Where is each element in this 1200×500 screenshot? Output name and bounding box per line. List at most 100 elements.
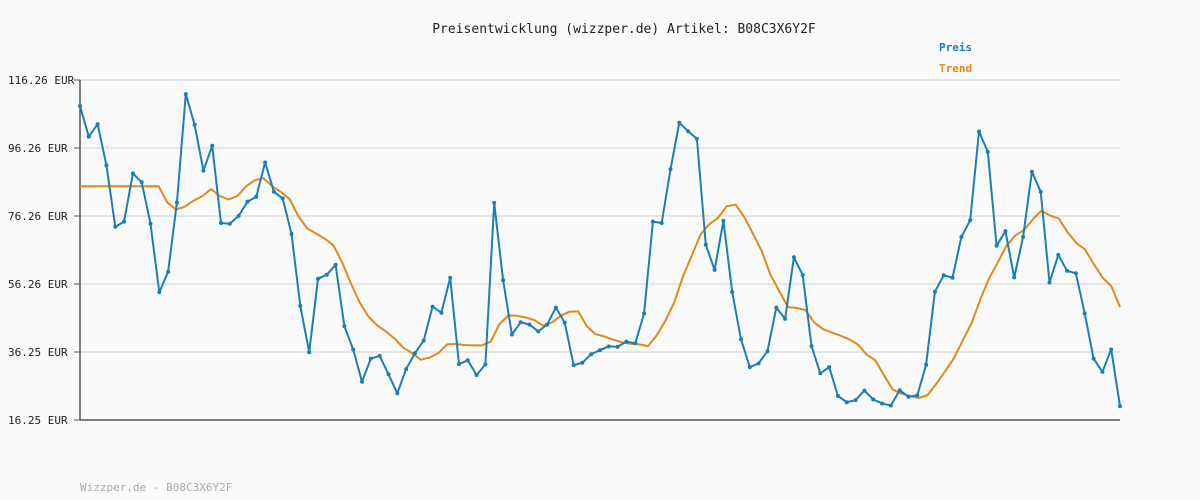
preis-point: [1012, 275, 1017, 280]
preis-point: [316, 276, 320, 281]
preis-point: [254, 194, 259, 199]
preis-point: [298, 303, 303, 308]
preis-point: [827, 365, 832, 370]
preis-point: [668, 167, 673, 172]
preis-point: [853, 398, 858, 403]
preis-point: [677, 120, 682, 125]
preis-point: [518, 320, 523, 325]
preis-point: [968, 218, 973, 223]
preis-point: [501, 278, 506, 283]
preis-point: [183, 92, 188, 97]
preis-point: [536, 329, 541, 334]
y-tick-label: 56.26 EUR: [8, 278, 68, 291]
preis-point: [1091, 356, 1096, 361]
preis-point: [377, 353, 382, 358]
y-axis-ticks: 116.26 EUR 96.26 EUR 76.26 EUR 56.26 EUR 36.…: [8, 74, 80, 427]
footer-text: Wizzper.de - B08C3X6Y2F: [80, 481, 232, 494]
preis-point: [474, 373, 479, 377]
preis-point: [360, 379, 364, 384]
preis-point: [624, 339, 629, 344]
preis-point: [324, 272, 329, 277]
preis-point: [959, 234, 964, 239]
preis-point: [888, 403, 893, 408]
preis-point: [932, 289, 937, 294]
preis-point: [1029, 169, 1034, 174]
preis-point: [78, 104, 82, 108]
preis-point: [386, 372, 391, 377]
preis-point: [553, 305, 558, 310]
preis-point: [756, 361, 761, 366]
preis-point: [650, 219, 655, 224]
preis-point: [730, 290, 735, 294]
preis-point: [809, 344, 814, 349]
preis-point: [836, 394, 840, 398]
preis-point: [783, 316, 788, 321]
preis-point: [906, 394, 911, 399]
preis-point: [157, 290, 162, 295]
preis-point: [174, 200, 179, 205]
preis-point: [941, 273, 946, 278]
preis-point: [130, 171, 135, 176]
preis-point: [985, 149, 990, 154]
preis-point: [1047, 280, 1052, 285]
preis-point: [219, 221, 223, 225]
preis-point: [404, 367, 409, 372]
preis-point: [721, 218, 726, 223]
preis-point: [897, 388, 902, 393]
preis-point: [263, 160, 268, 165]
preis-point: [562, 320, 567, 325]
preis-point: [113, 224, 118, 229]
chart-title: Preisentwicklung (wizzper.de) Artikel: B…: [432, 22, 816, 37]
preis-point: [1073, 271, 1078, 276]
preis-point: [236, 213, 241, 218]
preis-point: [448, 275, 453, 280]
preis-point: [571, 363, 576, 368]
grid-lines: [80, 79, 1120, 354]
preis-point: [148, 221, 153, 226]
preis-point: [395, 391, 400, 396]
y-tick-label: 116.26 EUR: [8, 74, 75, 87]
preis-point: [774, 305, 779, 310]
preis-point: [122, 219, 127, 224]
preis-point: [545, 322, 550, 327]
preis-point: [307, 350, 312, 355]
y-tick-label: 16.25 EUR: [8, 414, 68, 427]
preis-point: [703, 242, 708, 247]
preis-point: [192, 122, 197, 127]
preis-point: [642, 311, 647, 316]
preis-point: [95, 122, 100, 127]
preis-point: [210, 143, 215, 148]
preis-point: [412, 351, 417, 356]
preis-point: [104, 163, 109, 168]
preis-point: [686, 129, 691, 134]
preis-point: [201, 168, 206, 173]
preis-point: [421, 338, 426, 343]
preis-point: [139, 180, 144, 185]
preis-point: [739, 337, 743, 342]
legend-trend: Trend: [939, 62, 972, 75]
preis-point: [712, 267, 717, 272]
preis-point: [271, 189, 276, 194]
series-line-trend: [80, 177, 1121, 400]
preis-point: [1100, 369, 1105, 374]
preis-point: [977, 129, 981, 134]
preis-point: [1003, 229, 1008, 234]
preis-point: [483, 362, 488, 367]
series-lines: [78, 92, 1122, 409]
preis-point: [1056, 252, 1061, 257]
preis-point: [1038, 189, 1043, 194]
series-line-preis: [79, 93, 1121, 407]
preis-point: [1021, 234, 1026, 239]
preis-point: [747, 365, 752, 370]
preis-point: [1082, 311, 1087, 316]
preis-point: [844, 400, 849, 405]
preis-point: [615, 344, 620, 349]
preis-point: [589, 352, 594, 357]
legend-preis: Preis: [939, 41, 972, 54]
preis-point: [351, 347, 356, 352]
preis-point: [791, 255, 796, 260]
preis-point: [457, 362, 461, 367]
preis-point: [439, 310, 444, 315]
preis-point: [880, 401, 884, 406]
